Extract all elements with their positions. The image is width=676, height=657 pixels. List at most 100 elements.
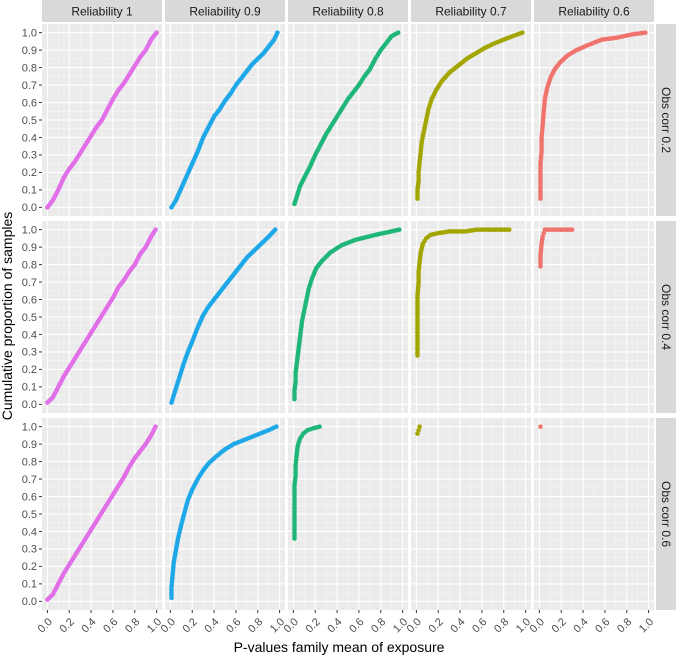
panel-r2-c4 xyxy=(411,221,531,413)
row-strip-background xyxy=(656,418,676,610)
y-tick-label: 0.4 xyxy=(22,526,37,538)
data-point xyxy=(274,424,279,429)
y-tick-label: 0.7 xyxy=(22,80,37,92)
x-tick-label: 0.4 xyxy=(571,616,590,635)
x-tick-label: 0.6 xyxy=(101,616,120,635)
x-tick-label: 0.2 xyxy=(58,616,77,635)
data-point xyxy=(540,234,545,239)
data-point xyxy=(153,227,158,232)
row-strip: Obs corr 0.4 xyxy=(656,221,676,413)
data-point xyxy=(538,424,543,429)
x-tick-label: 0.4 xyxy=(448,616,467,635)
x-tick-label: 0.2 xyxy=(550,616,569,635)
data-point xyxy=(415,431,420,436)
facet-strips-layer: Reliability 1 Reliability 0.9 Reliability … xyxy=(42,0,676,610)
data-point xyxy=(317,424,322,429)
y-tick-label: 0.6 xyxy=(22,491,37,503)
y-tick-label: 0.3 xyxy=(22,150,37,162)
x-tick-label: 1.0 xyxy=(637,616,656,635)
data-point xyxy=(417,424,422,429)
y-tick-label: 0.1 xyxy=(22,382,37,394)
y-axis-title: Cumulative proportion of samples xyxy=(0,212,15,421)
y-tick-label: 1.0 xyxy=(22,27,37,39)
column-strip-label: Reliability 0.8 xyxy=(312,5,384,19)
y-tick-label: 0.8 xyxy=(22,259,37,271)
x-tick-label: 0.4 xyxy=(325,616,344,635)
column-strip-label: Reliability 0.6 xyxy=(558,5,630,19)
y-tick-label: 0.1 xyxy=(22,579,37,591)
row-strip-label: Obs corr 0.4 xyxy=(659,284,673,350)
data-point xyxy=(275,30,280,35)
x-tick-label: 0.2 xyxy=(304,616,323,635)
column-strip: Reliability 0.7 xyxy=(411,0,531,22)
panels-layer xyxy=(42,24,654,610)
x-tick-label: 0.8 xyxy=(123,616,142,635)
row-strip-background xyxy=(656,24,676,216)
panel-r3-c4 xyxy=(411,418,531,610)
panel-r2-c3 xyxy=(288,221,408,413)
y-tick-label: 0.3 xyxy=(22,544,37,556)
y-tick-label: 1.0 xyxy=(22,224,37,236)
y-tick-label: 0.1 xyxy=(22,185,37,197)
panel-r2-c2 xyxy=(165,221,285,413)
y-tick-label: 0.3 xyxy=(22,347,37,359)
x-tick-label: 0.8 xyxy=(369,616,388,635)
y-tick-label: 0.9 xyxy=(22,439,37,451)
y-tick-label: 0.0 xyxy=(22,596,37,608)
data-point xyxy=(569,227,575,232)
y-tick-label: 0.6 xyxy=(22,294,37,306)
column-strip-background xyxy=(411,0,531,22)
data-point xyxy=(395,30,401,35)
y-tick-label: 0.5 xyxy=(22,115,37,127)
column-strip: Reliability 0.6 xyxy=(534,0,654,22)
x-tick-label: 0.0 xyxy=(159,616,178,635)
panel-r1-c1 xyxy=(42,24,162,216)
panel-r3-c1 xyxy=(42,418,162,610)
x-tick-label: 0.8 xyxy=(615,616,634,635)
y-tick-label: 0.0 xyxy=(22,202,37,214)
row-strip-background xyxy=(656,221,676,413)
data-point xyxy=(272,227,278,232)
x-tick-label: 0.8 xyxy=(246,616,265,635)
x-tick-label: 0.0 xyxy=(405,616,424,635)
y-tick-label: 0.9 xyxy=(22,45,37,57)
data-point xyxy=(397,227,402,232)
data-point xyxy=(520,30,525,35)
y-tick-label: 0.7 xyxy=(22,277,37,289)
x-tick-label: 0.4 xyxy=(79,616,98,635)
y-tick-label: 0.2 xyxy=(22,364,37,376)
panel-r1-c5 xyxy=(534,24,654,216)
row-strip-label: Obs corr 0.2 xyxy=(659,87,673,153)
x-tick-label: 0.0 xyxy=(528,616,547,635)
column-strip-background xyxy=(534,0,654,22)
row-strip: Obs corr 0.6 xyxy=(656,418,676,610)
column-strip: Reliability 0.8 xyxy=(288,0,408,22)
y-tick-label: 0.7 xyxy=(22,474,37,486)
x-tick-label: 0.6 xyxy=(470,616,489,635)
x-axis-title: P-values family mean of exposure xyxy=(234,639,445,655)
column-strip-label: Reliability 1 xyxy=(71,5,133,19)
x-tick-label: 0.2 xyxy=(181,616,200,635)
x-tick-label: 0.0 xyxy=(36,616,55,635)
panel-r2-c1 xyxy=(42,221,162,413)
y-tick-label: 1.0 xyxy=(22,421,37,433)
panel-r1-c3 xyxy=(288,24,408,216)
panel-r1-c4 xyxy=(411,24,531,216)
column-strip: Reliability 1 xyxy=(42,0,162,22)
y-tick-label: 0.4 xyxy=(22,329,37,341)
column-strip-background xyxy=(288,0,408,22)
data-point xyxy=(506,227,512,232)
panel-r1-c2 xyxy=(165,24,285,216)
column-strip-label: Reliability 0.9 xyxy=(189,5,261,19)
x-tick-label: 0.8 xyxy=(492,616,511,635)
panel-r2-c5 xyxy=(534,221,654,413)
y-axis-ticks-layer: 0.0 0.1 0.2 0.3 0.4 0.5 0.6 0.7 0.8 0.9 1.0 0.0 0.1 0… xyxy=(22,27,42,608)
x-tick-label: 0.6 xyxy=(224,616,243,635)
x-tick-label: 0.6 xyxy=(347,616,366,635)
x-axis-ticks-layer: 0.0 0.2 0.4 0.6 0.8 1.00.0 0.2 0.4 0.6 0.8 1.00.0 0… xyxy=(36,610,656,635)
data-point xyxy=(154,30,159,35)
column-strip-label: Reliability 0.7 xyxy=(435,5,507,19)
panel-r3-c5 xyxy=(534,418,654,610)
y-tick-label: 0.0 xyxy=(22,399,37,411)
